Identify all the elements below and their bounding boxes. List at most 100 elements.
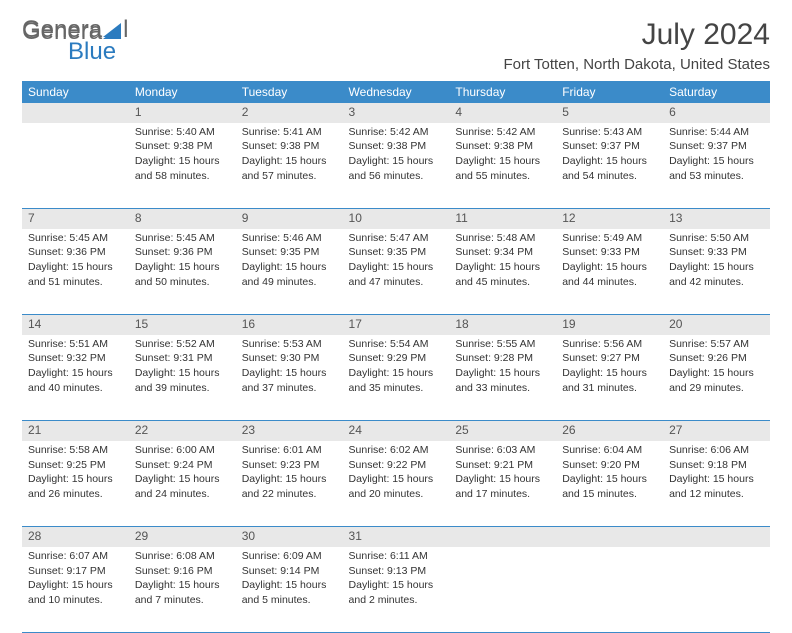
day-number: 6: [663, 103, 770, 123]
daynum-row: 21222324252627: [22, 421, 770, 441]
day-cell: Sunrise: 5:55 AMSunset: 9:28 PMDaylight:…: [449, 335, 556, 421]
sunset-label: Sunset: 9:34 PM: [455, 246, 550, 260]
sunset-label: Sunset: 9:13 PM: [349, 565, 444, 579]
sunrise-label: Sunrise: 6:08 AM: [135, 550, 230, 564]
calendar-table: Sunday Monday Tuesday Wednesday Thursday…: [22, 81, 770, 633]
day1-label: Daylight: 15 hours: [562, 473, 657, 487]
sunrise-label: Sunrise: 5:45 AM: [135, 232, 230, 246]
day-content-row: Sunrise: 5:51 AMSunset: 9:32 PMDaylight:…: [22, 335, 770, 421]
sunrise-label: Sunrise: 5:49 AM: [562, 232, 657, 246]
day2-label: and 45 minutes.: [455, 276, 550, 290]
sunset-label: Sunset: 9:18 PM: [669, 459, 764, 473]
day-cell: [22, 123, 129, 209]
sunrise-label: Sunrise: 5:44 AM: [669, 126, 764, 140]
day1-label: Daylight: 15 hours: [669, 367, 764, 381]
sunrise-label: Sunrise: 5:42 AM: [349, 126, 444, 140]
day-number: 28: [22, 527, 129, 547]
sunset-label: Sunset: 9:30 PM: [242, 352, 337, 366]
day-number: 17: [343, 315, 450, 335]
day2-label: and 39 minutes.: [135, 382, 230, 396]
sunrise-label: Sunrise: 5:48 AM: [455, 232, 550, 246]
day1-label: Daylight: 15 hours: [135, 579, 230, 593]
day2-label: and 22 minutes.: [242, 488, 337, 502]
sunrise-label: Sunrise: 5:40 AM: [135, 126, 230, 140]
day1-label: Daylight: 15 hours: [455, 367, 550, 381]
sunrise-label: Sunrise: 5:55 AM: [455, 338, 550, 352]
sunrise-label: Sunrise: 6:02 AM: [349, 444, 444, 458]
sunset-label: Sunset: 9:35 PM: [349, 246, 444, 260]
sunset-label: Sunset: 9:38 PM: [349, 140, 444, 154]
dh-wed: Wednesday: [343, 81, 450, 103]
day1-label: Daylight: 15 hours: [455, 261, 550, 275]
day2-label: and 40 minutes.: [28, 382, 123, 396]
sunrise-label: Sunrise: 5:43 AM: [562, 126, 657, 140]
sunset-label: Sunset: 9:28 PM: [455, 352, 550, 366]
sunrise-label: Sunrise: 5:54 AM: [349, 338, 444, 352]
sunset-label: Sunset: 9:24 PM: [135, 459, 230, 473]
day-cell: Sunrise: 5:42 AMSunset: 9:38 PMDaylight:…: [343, 123, 450, 209]
day-number: 27: [663, 421, 770, 441]
day-cell: Sunrise: 5:56 AMSunset: 9:27 PMDaylight:…: [556, 335, 663, 421]
day-cell: Sunrise: 6:06 AMSunset: 9:18 PMDaylight:…: [663, 441, 770, 527]
sunrise-label: Sunrise: 5:46 AM: [242, 232, 337, 246]
sunset-label: Sunset: 9:35 PM: [242, 246, 337, 260]
day-number: [22, 103, 129, 123]
sunrise-label: Sunrise: 6:03 AM: [455, 444, 550, 458]
sunset-label: Sunset: 9:23 PM: [242, 459, 337, 473]
day-number: 9: [236, 209, 343, 229]
day-number: 4: [449, 103, 556, 123]
day-cell: Sunrise: 6:03 AMSunset: 9:21 PMDaylight:…: [449, 441, 556, 527]
sunrise-label: Sunrise: 6:06 AM: [669, 444, 764, 458]
daynum-row: 123456: [22, 103, 770, 123]
day-cell: Sunrise: 5:40 AMSunset: 9:38 PMDaylight:…: [129, 123, 236, 209]
day-cell: Sunrise: 5:44 AMSunset: 9:37 PMDaylight:…: [663, 123, 770, 209]
day-number: 3: [343, 103, 450, 123]
day2-label: and 44 minutes.: [562, 276, 657, 290]
sunset-label: Sunset: 9:37 PM: [669, 140, 764, 154]
sunset-label: Sunset: 9:27 PM: [562, 352, 657, 366]
day1-label: Daylight: 15 hours: [669, 261, 764, 275]
day1-label: Daylight: 15 hours: [135, 367, 230, 381]
daynum-row: 28293031: [22, 527, 770, 547]
sunset-label: Sunset: 9:17 PM: [28, 565, 123, 579]
logo-line2: Blue: [22, 40, 116, 64]
day-header-row: Sunday Monday Tuesday Wednesday Thursday…: [22, 81, 770, 103]
day-number: 5: [556, 103, 663, 123]
header-bar: Genera July 2024 Fort Totten, North Dako…: [22, 18, 770, 73]
logo-block: General Blue: [22, 18, 128, 64]
day-cell: Sunrise: 6:02 AMSunset: 9:22 PMDaylight:…: [343, 441, 450, 527]
day-cell: Sunrise: 6:01 AMSunset: 9:23 PMDaylight:…: [236, 441, 343, 527]
sunrise-label: Sunrise: 5:58 AM: [28, 444, 123, 458]
sunset-label: Sunset: 9:25 PM: [28, 459, 123, 473]
day-cell: [556, 547, 663, 633]
sail-icon: [103, 23, 121, 37]
day-number: 31: [343, 527, 450, 547]
day-cell: [663, 547, 770, 633]
daynum-row: 78910111213: [22, 209, 770, 229]
day-number: [663, 527, 770, 547]
sunset-label: Sunset: 9:38 PM: [455, 140, 550, 154]
day-content-row: Sunrise: 5:58 AMSunset: 9:25 PM Daylight:…: [22, 441, 770, 527]
day2-label: and 10 minutes.: [28, 594, 123, 608]
sunrise-label: Sunrise: 5:47 AM: [349, 232, 444, 246]
day2-label: and 53 minutes.: [669, 170, 764, 184]
sunset-label: Sunset: 9:37 PM: [562, 140, 657, 154]
dh-sat: Saturday: [663, 81, 770, 103]
sunset-label: Sunset: 9:16 PM: [135, 565, 230, 579]
day1-label: Daylight: 15 hours: [669, 155, 764, 169]
sunset-label: Sunset: 9:32 PM: [28, 352, 123, 366]
day-cell: Sunrise: 6:00 AMSunset: 9:24 PMDaylight:…: [129, 441, 236, 527]
day1-label: Daylight: 15 hours: [562, 261, 657, 275]
day-number: 13: [663, 209, 770, 229]
day-number: 29: [129, 527, 236, 547]
sunrise-label: Sunrise: 5:41 AM: [242, 126, 337, 140]
day-number: 12: [556, 209, 663, 229]
sunset-label: Sunset: 9:26 PM: [669, 352, 764, 366]
day-cell: Sunrise: 5:45 AMSunset: 9:36 PMDaylight:…: [22, 229, 129, 315]
sunset-label: Sunset: 9:36 PM: [28, 246, 123, 260]
day1-label: Daylight: 15 hours: [28, 261, 123, 275]
sunset-label: Sunset: 9:22 PM: [349, 459, 444, 473]
sunrise-label: Sunrise: 5:56 AM: [562, 338, 657, 352]
day2-label: and 35 minutes.: [349, 382, 444, 396]
sunrise-label: Sunrise: 6:07 AM: [28, 550, 123, 564]
